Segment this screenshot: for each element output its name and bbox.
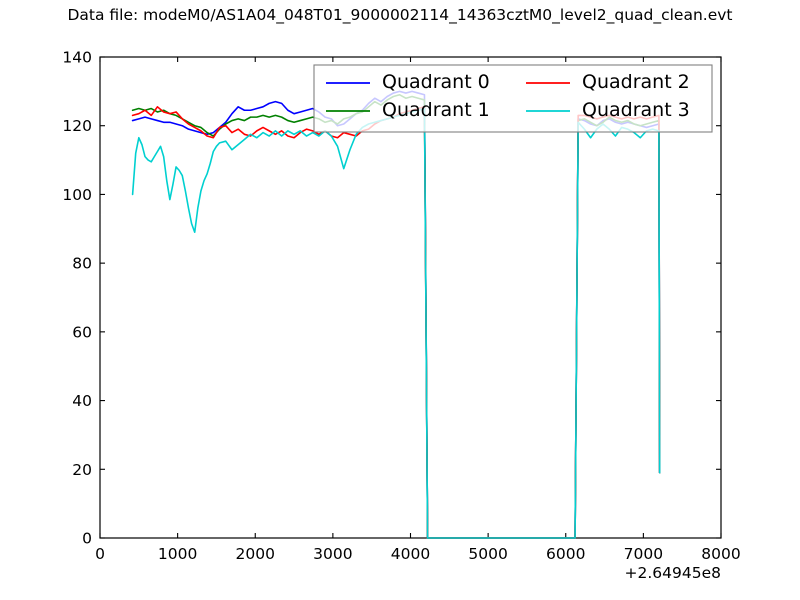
series-line-quadrant-1 — [131, 93, 661, 539]
x-tick-label: 1000 — [158, 545, 197, 563]
y-tick-label: 20 — [72, 461, 92, 479]
legend-label-quadrant-0: Quadrant 0 — [382, 71, 490, 93]
y-axis-ticks: 0 20 40 60 80 100 120 140 — [62, 49, 721, 548]
y-tick-label: 80 — [72, 255, 92, 273]
x-tick-label: 0 — [95, 545, 105, 563]
y-tick-label: 60 — [72, 323, 92, 341]
x-axis-offset-label: +2.64945e8 — [625, 564, 721, 582]
x-tick-label: 3000 — [313, 545, 352, 563]
page-title: Data file: modeM0/AS1A04_048T01_90000021… — [67, 6, 733, 24]
x-axis-ticks: 0 1000 2000 3000 4000 5000 6000 7000 8000 — [95, 57, 741, 563]
y-tick-label: 100 — [62, 186, 92, 204]
y-tick-label: 120 — [62, 117, 92, 135]
y-tick-label: 140 — [62, 49, 92, 67]
legend-label-quadrant-3: Quadrant 3 — [582, 99, 690, 121]
series-line-quadrant-3 — [131, 107, 661, 539]
series-line-quadrant-2 — [131, 106, 661, 539]
y-tick-label: 40 — [72, 392, 92, 410]
x-tick-label: 2000 — [236, 545, 275, 563]
x-tick-label: 8000 — [701, 545, 740, 563]
legend-background — [313, 64, 713, 133]
legend-label-quadrant-2: Quadrant 2 — [582, 71, 690, 93]
y-tick-label: 0 — [82, 530, 92, 548]
legend-label-quadrant-1: Quadrant 1 — [382, 99, 490, 121]
x-tick-label: 4000 — [391, 545, 430, 563]
x-tick-label: 5000 — [468, 545, 507, 563]
data-series-group — [131, 90, 661, 539]
x-tick-label: 6000 — [546, 545, 585, 563]
chart-legend[interactable]: Quadrant 0 Quadrant 2 Quadrant 1 Quadrant 3 — [313, 64, 713, 133]
x-tick-label: 7000 — [624, 545, 663, 563]
